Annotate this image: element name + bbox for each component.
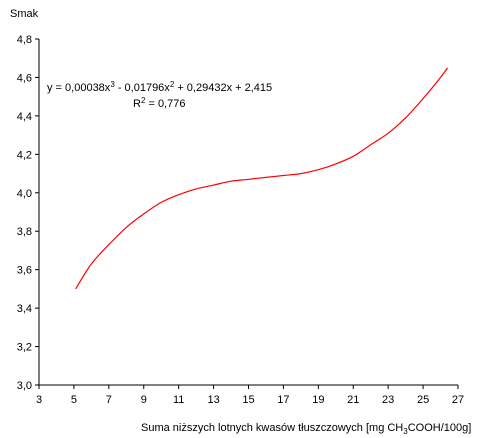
y-tick-label: 4,0 bbox=[17, 188, 32, 200]
equation-part-1: y = 0,00038x bbox=[47, 82, 111, 94]
y-ticks: 3,0 3,2 3,4 3,6 3,8 4,0 4,2 4,4 4,6 4,8 bbox=[17, 34, 39, 392]
x-tick-label: 11 bbox=[173, 394, 184, 406]
y-tick-label: 4,8 bbox=[17, 34, 32, 46]
trendline-equation: y = 0,00038x3 - 0,01796x2 + 0,29432x + 2… bbox=[47, 80, 272, 94]
x-tick-label: 7 bbox=[106, 394, 112, 406]
y-tick-label: 4,6 bbox=[17, 72, 32, 84]
r-squared-label: R2 = 0,776 bbox=[133, 96, 185, 110]
x-axis-title-part-1: Suma niższych lotnych kwasów tłuszczowyc… bbox=[141, 422, 403, 434]
y-tick-label: 3,2 bbox=[17, 342, 32, 354]
equation-part-3: + 0,29432x + 2,415 bbox=[174, 82, 272, 94]
x-tick-label: 19 bbox=[312, 394, 324, 406]
x-tick-label: 15 bbox=[242, 394, 254, 406]
x-axis-title-subscript: 3 bbox=[403, 427, 408, 436]
r2-exponent: 2 bbox=[141, 96, 146, 105]
x-axis-title: Suma niższych lotnych kwasów tłuszczowyc… bbox=[141, 422, 471, 436]
y-tick-label: 4,2 bbox=[17, 149, 32, 161]
r2-part-2: = 0,776 bbox=[145, 98, 185, 110]
x-tick-label: 9 bbox=[141, 394, 147, 406]
y-tick-label: 4,4 bbox=[17, 111, 32, 123]
x-tick-label: 13 bbox=[207, 394, 219, 406]
x-ticks: 3 5 7 9 11 13 15 17 19 21 23 25 27 bbox=[36, 385, 464, 406]
x-tick-label: 5 bbox=[71, 394, 77, 406]
r2-part-1: R bbox=[133, 98, 141, 110]
trend-curve bbox=[75, 67, 448, 290]
y-tick-label: 3,8 bbox=[17, 226, 32, 238]
equation-part-2: - 0,01796x bbox=[115, 82, 171, 94]
x-axis-title-part-2: COOH/100g] bbox=[408, 422, 472, 434]
x-tick-label: 21 bbox=[347, 394, 359, 406]
y-tick-label: 3,6 bbox=[17, 265, 32, 277]
x-tick-label: 17 bbox=[277, 394, 289, 406]
x-tick-label: 3 bbox=[36, 394, 42, 406]
y-tick-label: 3,4 bbox=[17, 303, 32, 315]
y-axis-title: Smak bbox=[10, 8, 39, 20]
equation-exponent-3: 3 bbox=[110, 80, 115, 89]
x-tick-label: 27 bbox=[452, 394, 464, 406]
x-tick-label: 25 bbox=[417, 394, 429, 406]
x-tick-label: 23 bbox=[382, 394, 394, 406]
y-tick-label: 3,0 bbox=[17, 380, 32, 392]
equation-exponent-2: 2 bbox=[170, 80, 175, 89]
